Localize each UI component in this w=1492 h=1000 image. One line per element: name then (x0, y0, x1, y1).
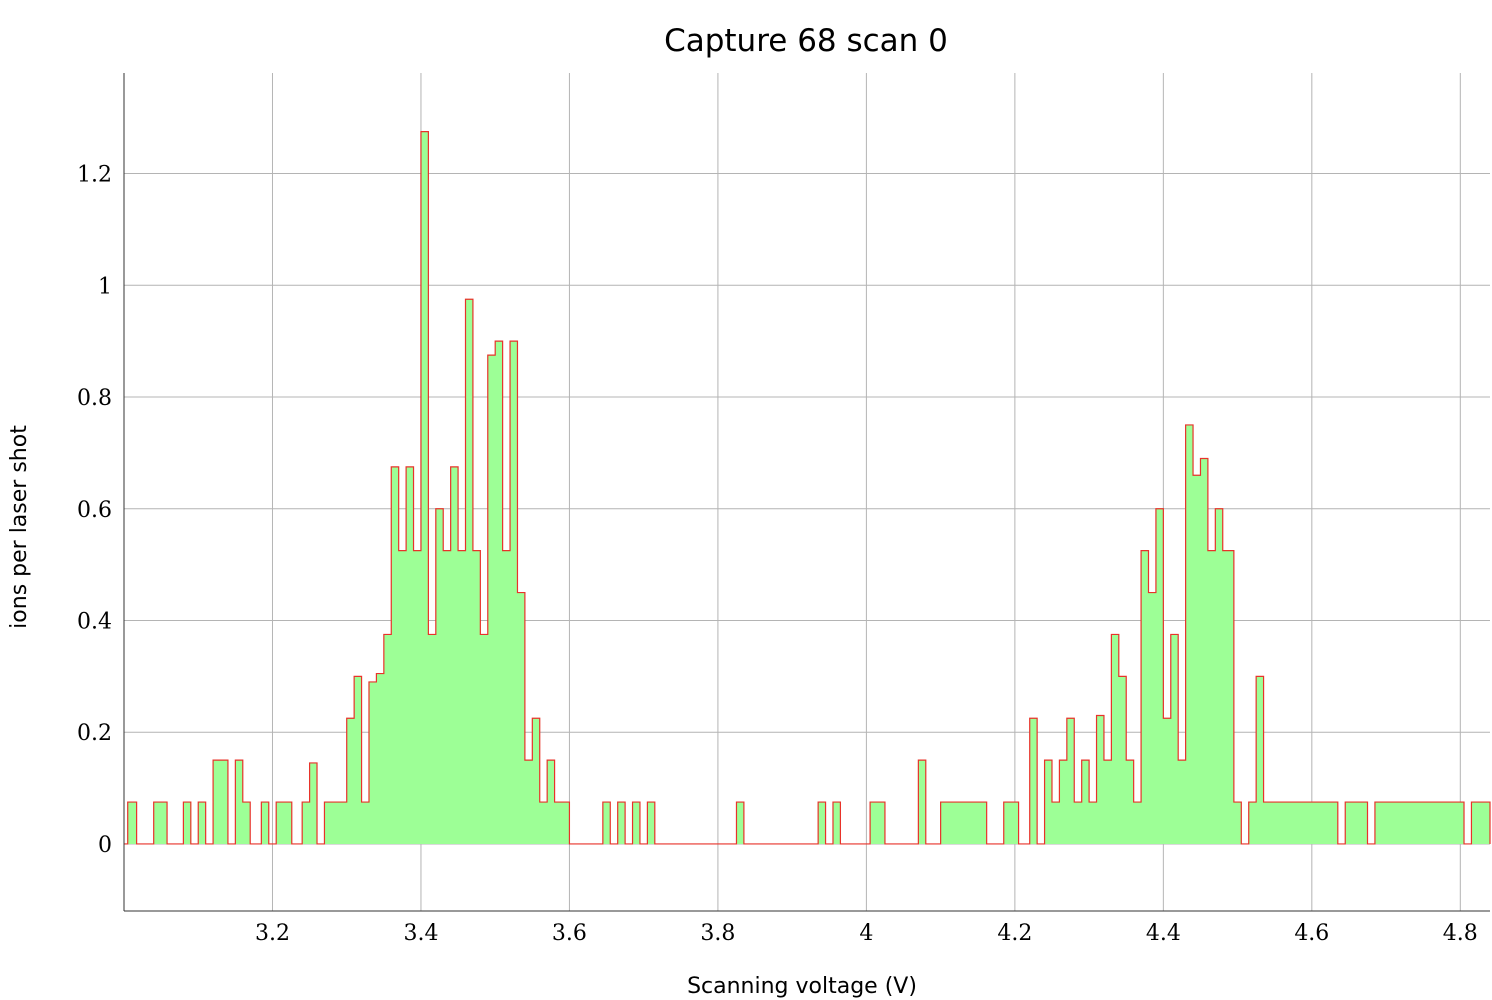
y-tick-label: 0 (98, 833, 112, 858)
x-tick-label: 4.4 (1146, 921, 1181, 946)
series-fill (127, 131, 1491, 844)
x-tick-label: 3.6 (552, 921, 587, 946)
axes (123, 73, 1490, 912)
y-axis-label: ions per laser shot (7, 425, 32, 629)
y-tick-label: 1.2 (77, 163, 112, 188)
x-tick-label: 4.6 (1294, 921, 1329, 946)
x-tick-label: 4.8 (1443, 921, 1478, 946)
x-axis-label: Scanning voltage (V) (687, 974, 917, 999)
y-tick-label: 0.6 (77, 498, 112, 523)
y-tick-label: 0.2 (77, 721, 112, 746)
x-tick-label: 4.2 (997, 921, 1032, 946)
x-tick-label: 3.8 (700, 921, 735, 946)
plot-area (124, 131, 1491, 845)
y-tick-label: 1 (98, 274, 112, 299)
y-tick-label: 0.8 (77, 386, 112, 411)
y-tick-label: 0.4 (77, 609, 112, 634)
series-line (124, 131, 1491, 845)
x-tick-label: 3.2 (255, 921, 290, 946)
x-tick-label: 3.4 (403, 921, 438, 946)
x-tick-label: 4 (859, 921, 873, 946)
tick-labels: 3.2 3.4 3.6 3.8 4 4.2 4.4 4.6 4.8 0 0.2 0.4 0.6 0.8 1 1… (77, 163, 1478, 946)
chart-title: Capture 68 scan 0 (664, 23, 948, 59)
